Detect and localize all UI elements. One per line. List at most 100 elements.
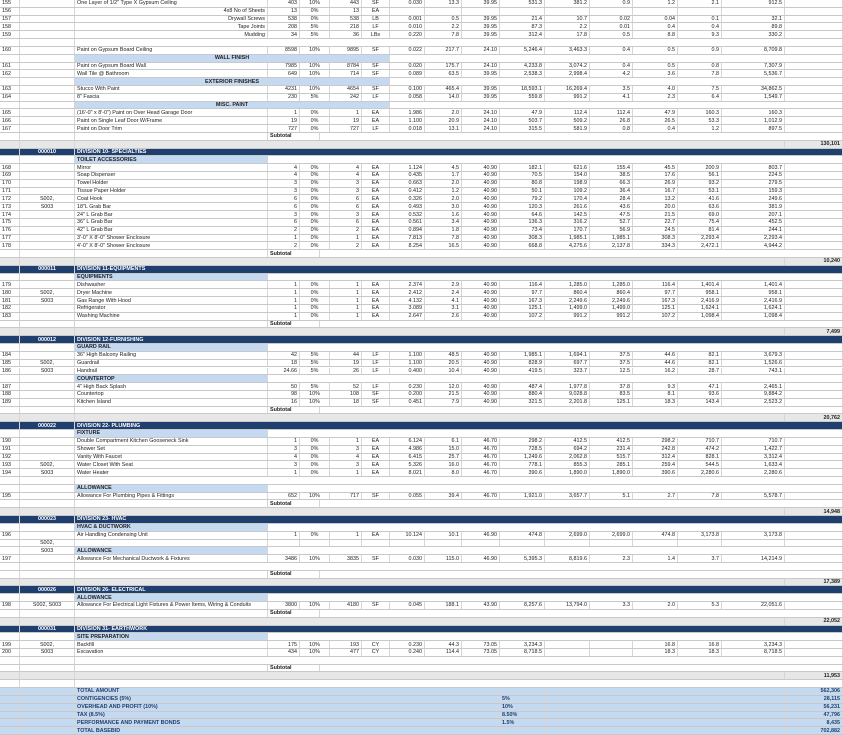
- value-cell: 6.415: [390, 453, 425, 461]
- value-cell: 334.3: [633, 242, 678, 250]
- row-number: 180: [0, 289, 20, 297]
- item-row: 162 Wall Tile @ Bathroom 649 10% 714 SF 0.089 6…: [0, 70, 843, 79]
- value-cell: 17.8: [545, 31, 590, 39]
- value-cell: 1: [268, 281, 300, 289]
- value-cell: 0.010: [390, 23, 425, 31]
- value-cell: 0%: [300, 125, 330, 132]
- amount-row: 7,499: [0, 328, 843, 337]
- total-row: TOTAL BASEBID 702,882: [0, 727, 843, 735]
- value-cell: [545, 648, 590, 656]
- value-cell: 207.1: [722, 211, 785, 218]
- grand-cell: [785, 304, 843, 312]
- empty: [320, 406, 843, 414]
- subtotal-label: Subtotal: [268, 132, 320, 140]
- row-number: [0, 578, 20, 586]
- description: Double Compartment Kitchen Gooseneck Sin…: [75, 437, 268, 445]
- value-cell: [500, 539, 545, 547]
- item-code: S003: [20, 367, 75, 375]
- value-cell: 3,463.3: [545, 46, 590, 54]
- value-cell: 175: [268, 641, 300, 648]
- value-cell: 0%: [300, 218, 330, 226]
- value-cell: 2,293.4: [722, 234, 785, 242]
- value-cell: 39.95: [462, 93, 500, 101]
- value-cell: 80.8: [500, 179, 545, 187]
- value-cell: 5%: [300, 23, 330, 31]
- value-cell: 40.90: [462, 164, 500, 171]
- value-cell: 0.5: [633, 46, 678, 54]
- value-cell: 36.4: [590, 187, 633, 195]
- value-cell: 694.2: [545, 445, 590, 453]
- value-cell: 44.6: [633, 359, 678, 367]
- value-cell: 10%: [300, 398, 330, 406]
- row-number: [0, 258, 20, 265]
- item-code: [20, 406, 75, 414]
- value-cell: 1,499.0: [545, 304, 590, 312]
- grand-cell: [785, 117, 843, 125]
- value-cell: [300, 539, 330, 547]
- value-cell: 14,214.9: [722, 555, 785, 562]
- value-cell: EA: [362, 211, 390, 218]
- value-cell: 1,012.9: [722, 117, 785, 125]
- description: Tissue Paper Holder: [75, 187, 268, 195]
- item-code: [20, 23, 75, 31]
- amount-row: 130,101: [0, 140, 843, 149]
- empty: [320, 320, 843, 328]
- row-number: [0, 570, 20, 578]
- value-cell: 0%: [300, 461, 330, 469]
- value-cell: 39.95: [462, 86, 500, 93]
- value-cell: 224.5: [722, 172, 785, 179]
- value-cell: [678, 7, 722, 15]
- grand-cell: [785, 226, 843, 234]
- value-cell: 261.6: [545, 203, 590, 211]
- item-row: 168 Mirror 4 0% 4 EA 1.124 4.5 40.90 182.1 621.6 15…: [0, 164, 843, 172]
- subtotal-row: Subtotal: [0, 664, 843, 673]
- section-row: HVAC & DUCTWORK: [0, 523, 843, 532]
- value-cell: 2: [330, 226, 362, 234]
- description: 4'-0" X 8'-0" Shower Enclosure: [75, 242, 268, 250]
- value-cell: 53.3: [678, 117, 722, 125]
- item-code: S003: [20, 648, 75, 656]
- value-cell: 41.6: [678, 195, 722, 203]
- description: [75, 539, 268, 547]
- grand-cell: [785, 15, 843, 23]
- value-cell: 581.9: [545, 125, 590, 132]
- value-cell: 0.001: [390, 15, 425, 23]
- value-cell: 4180: [330, 602, 362, 609]
- row-number: 189: [0, 398, 20, 406]
- value-cell: 16.0: [425, 461, 462, 469]
- value-cell: 621.6: [545, 164, 590, 171]
- value-cell: 112.4: [545, 109, 590, 117]
- value-cell: 198.9: [545, 179, 590, 187]
- value-cell: SF: [362, 398, 390, 406]
- division-title: DIVISION 23- HVAC: [75, 516, 843, 523]
- value-cell: [590, 641, 633, 648]
- value-cell: 3486: [268, 555, 300, 562]
- value-cell: 316.2: [545, 218, 590, 226]
- value-cell: 6: [268, 203, 300, 211]
- value-cell: 75.4: [678, 218, 722, 226]
- item-code: [20, 594, 75, 602]
- description: Tape Joints: [75, 23, 268, 31]
- value-cell: 24.10: [462, 125, 500, 132]
- value-cell: 46.90: [462, 555, 500, 562]
- value-cell: 1: [268, 234, 300, 242]
- value-cell: 18,593.1: [500, 86, 545, 93]
- value-cell: 2,249.6: [590, 297, 633, 304]
- value-cell: 5.1: [590, 492, 633, 500]
- value-cell: 3: [268, 211, 300, 218]
- value-cell: [633, 7, 678, 15]
- division-row: 000023 DIVISION 23- HVAC: [0, 516, 843, 524]
- value-cell: 697.7: [545, 359, 590, 367]
- row-number: 168: [0, 164, 20, 171]
- value-cell: 0.058: [390, 93, 425, 101]
- value-cell: 0%: [300, 109, 330, 117]
- item-code: [20, 500, 75, 508]
- value-cell: 143.4: [678, 398, 722, 406]
- value-cell: 7.8: [425, 31, 462, 39]
- value-cell: 778.1: [500, 461, 545, 469]
- value-cell: 2,465.1: [722, 383, 785, 390]
- value-cell: 3: [268, 187, 300, 195]
- value-cell: 0.412: [390, 187, 425, 195]
- subtotal-amount: 130,101: [785, 140, 843, 148]
- item-code: [20, 383, 75, 390]
